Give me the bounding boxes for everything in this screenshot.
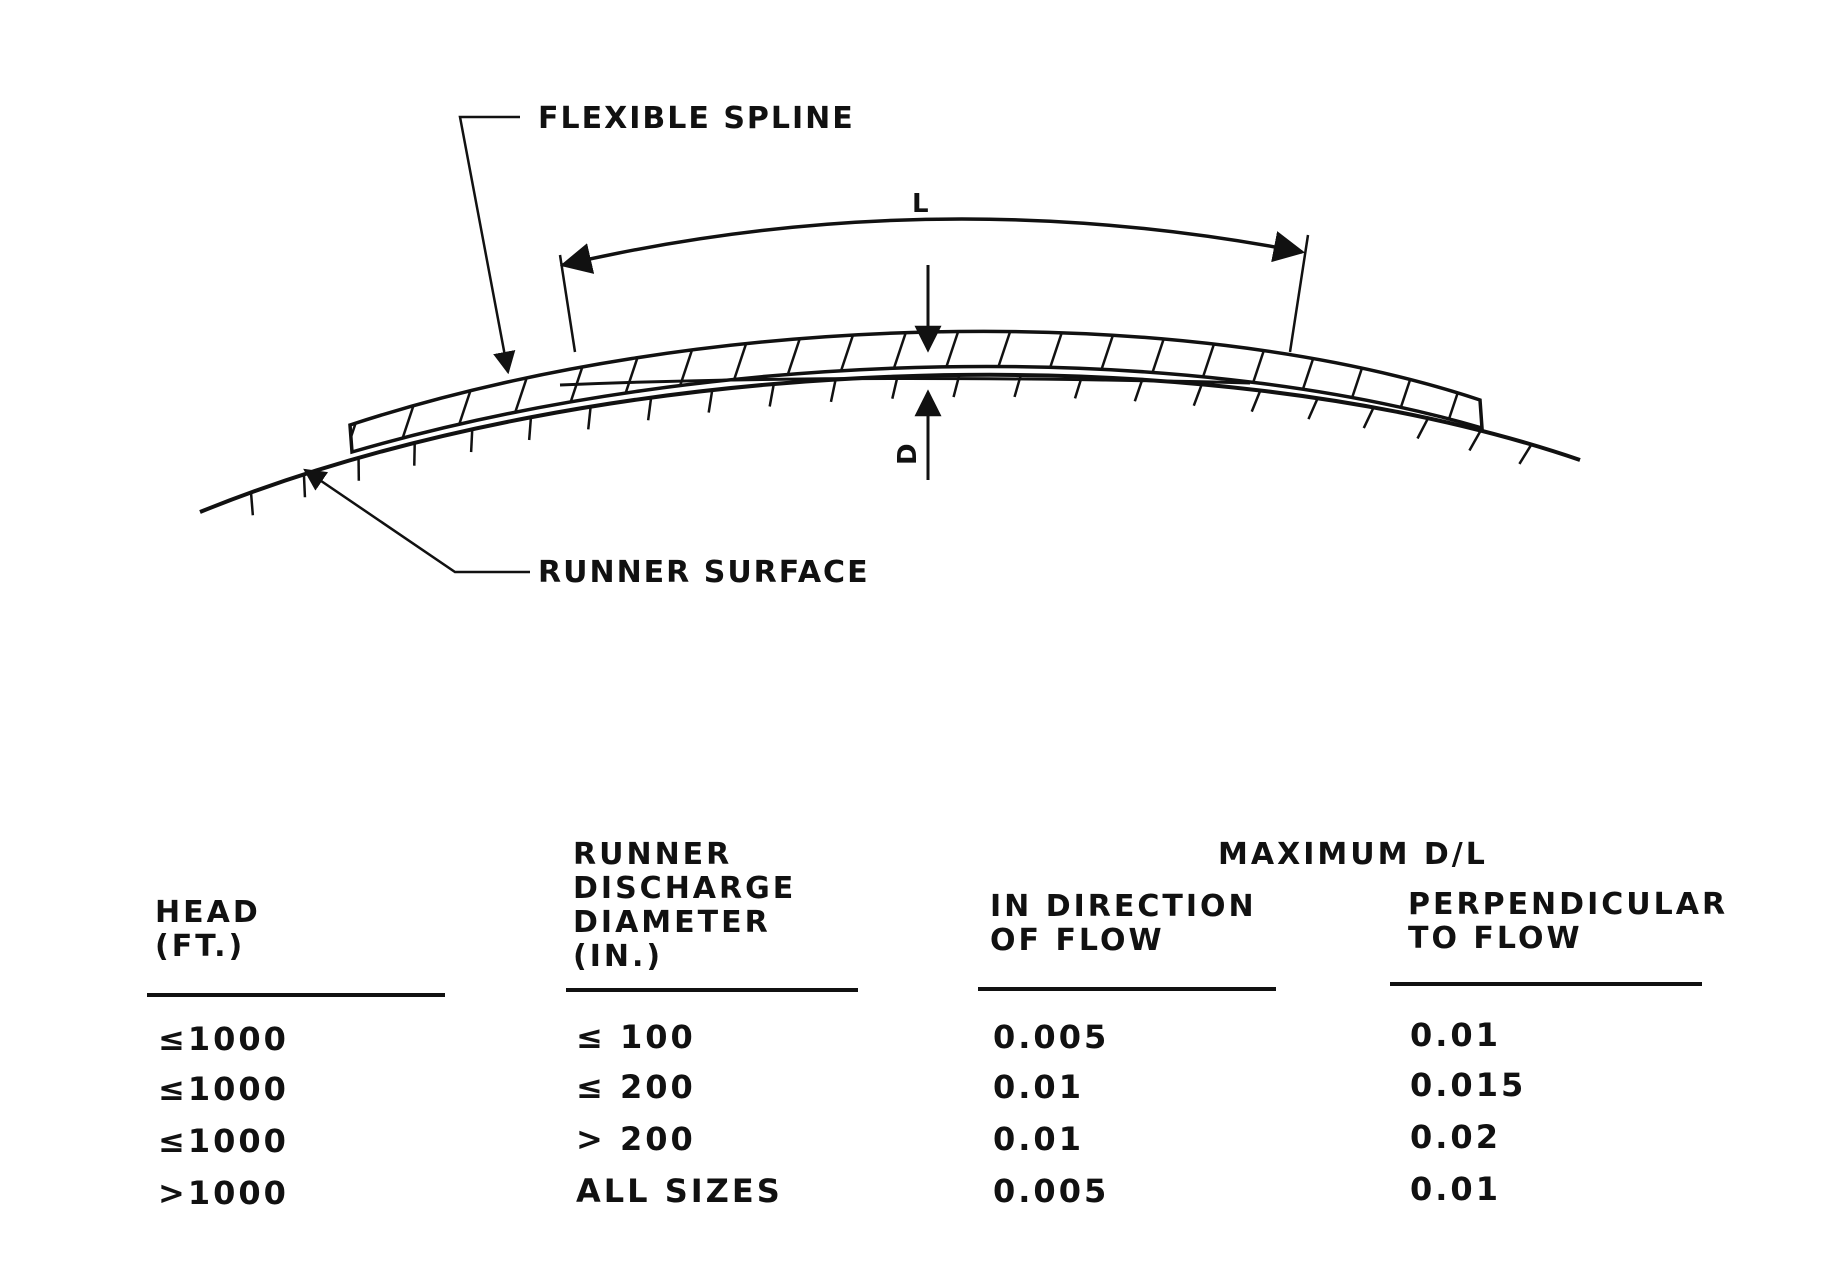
table-cell: 0.015	[1410, 1066, 1527, 1104]
runner-surface-hatch	[249, 374, 1533, 516]
header-rule-direction	[978, 987, 1276, 991]
flexible-spline-label: FLEXIBLE SPLINE	[538, 101, 855, 136]
table-cell: 0.005	[993, 1018, 1110, 1056]
header-rule-diameter	[566, 988, 858, 992]
table-cell: 0.02	[1410, 1118, 1501, 1156]
table-cell: ≤ 100	[576, 1018, 696, 1056]
table-cell: >1000	[158, 1174, 289, 1212]
header-runner-discharge-diameter: RUNNER DISCHARGE DIAMETER (IN.)	[573, 837, 797, 974]
runner-surface-leader	[303, 468, 530, 574]
header-in-direction-of-flow: IN DIRECTION OF FLOW	[990, 889, 1257, 958]
table-cell: 0.01	[993, 1068, 1084, 1106]
table-cell: ≤ 200	[576, 1068, 696, 1106]
table-cell: 0.01	[993, 1120, 1084, 1158]
flexible-spline-leader	[458, 115, 520, 375]
header-rule-perpendicular	[1390, 982, 1702, 986]
table-cell: ≤1000	[158, 1122, 289, 1160]
header-head: HEAD (FT.)	[155, 895, 261, 964]
d-dimension-label: D	[893, 441, 923, 465]
gap-reference-line	[559, 376, 1251, 387]
table-cell: ≤1000	[158, 1070, 289, 1108]
l-dimension-label: L	[912, 189, 931, 219]
header-perpendicular-to-flow: PERPENDICULAR TO FLOW	[1408, 887, 1729, 956]
group-header-maximum-dl: MAXIMUM D/L	[1218, 837, 1488, 872]
header-rule-head	[147, 993, 445, 997]
table-cell: 0.01	[1410, 1170, 1501, 1208]
table-cell: 0.005	[993, 1172, 1110, 1210]
l-dimension-arrow	[559, 217, 1306, 274]
table-cell: > 200	[576, 1120, 696, 1158]
table-cell: 0.01	[1410, 1016, 1501, 1054]
runner-surface-label: RUNNER SURFACE	[538, 555, 870, 590]
table-cell: ≤1000	[158, 1020, 289, 1058]
table-cell: ALL SIZES	[576, 1172, 783, 1210]
